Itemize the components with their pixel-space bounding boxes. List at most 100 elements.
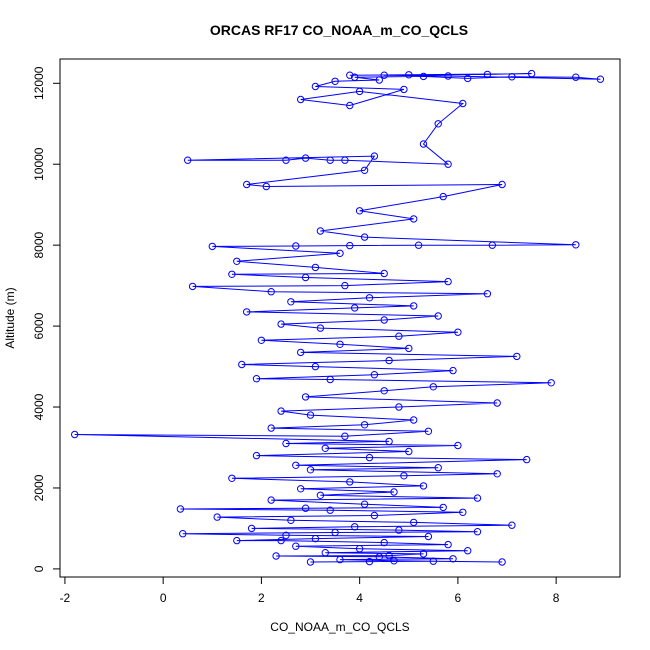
data-point: [282, 439, 290, 448]
data-point: [306, 411, 315, 419]
data-point: [483, 290, 492, 298]
data-point: [375, 553, 383, 561]
x-tick-label: 0: [160, 591, 167, 605]
data-point: [336, 555, 344, 564]
data-point: [355, 207, 364, 215]
data-point: [488, 241, 496, 249]
x-tick-label: -2: [60, 591, 71, 605]
data-point: [176, 505, 185, 513]
data-point: [439, 503, 447, 512]
x-tick-label: 2: [258, 591, 265, 605]
series-layer: [71, 69, 605, 566]
data-point: [365, 557, 374, 566]
data-point: [493, 470, 501, 478]
data-point: [360, 421, 369, 429]
data-point: [277, 536, 285, 545]
data-point: [272, 552, 280, 560]
data-point: [336, 249, 344, 258]
data-point: [326, 156, 334, 164]
data-point: [341, 281, 349, 290]
data-point: [424, 427, 433, 435]
data-point: [360, 233, 369, 241]
data-point: [424, 532, 433, 541]
data-point: [429, 557, 437, 565]
data-point: [380, 269, 388, 278]
data-point: [287, 298, 295, 306]
data-point: [341, 432, 349, 440]
x-axis-label: CO_NOAA_m_CO_QCLS: [270, 620, 409, 634]
x-tick-label: 6: [455, 591, 462, 605]
data-point: [498, 180, 506, 189]
data-point: [301, 273, 310, 282]
data-point: [228, 270, 236, 278]
data-point: [414, 241, 423, 249]
data-point: [390, 557, 398, 565]
data-point: [405, 344, 413, 353]
data-point: [311, 362, 320, 371]
data-point: [410, 518, 418, 527]
data-point: [257, 336, 266, 344]
data-point: [385, 551, 393, 560]
data-point: [188, 282, 197, 291]
data-point: [454, 441, 462, 450]
data-point: [346, 71, 354, 79]
data-point: [464, 74, 472, 83]
data-point: [395, 403, 403, 411]
data-point: [277, 407, 285, 415]
data-point: [419, 72, 428, 81]
y-axis-label: Altitude (m): [3, 287, 17, 348]
data-point: [292, 542, 300, 550]
data-point: [400, 472, 408, 480]
data-point: [233, 536, 241, 545]
data-point: [498, 558, 506, 566]
data-point: [444, 277, 452, 286]
data-point: [405, 71, 413, 79]
data-point: [370, 152, 379, 160]
y-tick-label: 2000: [32, 474, 46, 501]
data-point: [385, 356, 393, 365]
data-point: [228, 474, 236, 482]
y-tick-label: 4000: [32, 393, 46, 420]
series-line: [74, 73, 601, 563]
data-point: [360, 500, 369, 508]
data-point: [355, 545, 364, 553]
data-point: [444, 160, 452, 168]
data-point: [311, 534, 320, 543]
data-point: [375, 76, 383, 84]
data-point: [527, 69, 536, 78]
data-point: [331, 77, 339, 86]
data-point: [243, 180, 251, 189]
data-point: [360, 166, 369, 175]
data-point: [419, 550, 428, 558]
data-point: [596, 75, 605, 83]
data-point: [493, 399, 501, 407]
data-point: [508, 521, 516, 529]
data-point: [439, 192, 447, 201]
data-point: [365, 294, 374, 302]
data-point: [233, 257, 241, 265]
data-point: [444, 72, 452, 80]
data-point: [311, 263, 320, 272]
data-point: [370, 511, 379, 520]
data-point: [410, 215, 418, 223]
data-point: [464, 547, 472, 555]
data-point: [346, 241, 354, 250]
data-point: [434, 464, 442, 472]
data-point: [306, 558, 315, 566]
data-point: [380, 538, 388, 547]
data-point: [341, 156, 349, 164]
data-point: [326, 506, 334, 514]
data-point: [213, 513, 221, 521]
data-point: [316, 491, 325, 499]
y-tick-label: 0: [32, 565, 46, 572]
data-point: [297, 348, 305, 357]
y-tick-label: 12000: [32, 66, 46, 100]
data-point: [449, 555, 457, 563]
data-point: [351, 304, 359, 312]
data-point: [459, 99, 467, 108]
data-point: [351, 73, 359, 81]
y-axis: 0 2000 4000 6000 8000 10000 12000: [32, 66, 61, 572]
data-point: [267, 288, 275, 296]
data-point: [410, 416, 418, 424]
